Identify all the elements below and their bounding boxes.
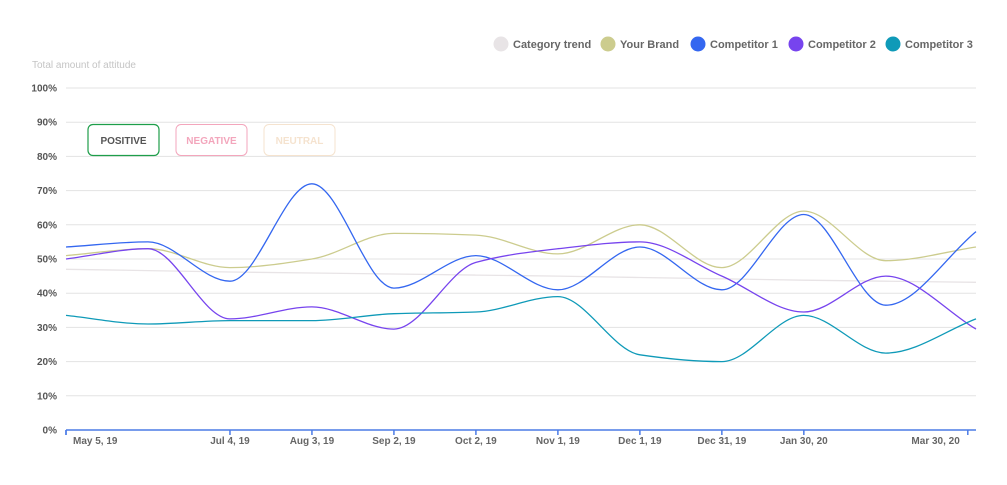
attitude-filters: POSITIVE NEGATIVE NEUTRAL [87, 123, 336, 157]
series-line-category-trend [65, 268, 977, 283]
legend-swatch [493, 36, 509, 52]
filter-label: NEUTRAL [276, 136, 324, 147]
grid-layer [66, 87, 976, 397]
x-tick-label: Dec 1, 19 [618, 436, 662, 447]
legend-swatch [885, 36, 901, 52]
y-axis-title: Total amount of attitude [32, 60, 136, 71]
y-tick-label: 50% [37, 255, 57, 266]
filter-border [263, 124, 336, 156]
legend-label: Competitor 1 [710, 39, 778, 51]
series-line-competitor-3 [65, 295, 977, 363]
y-tick-label: 70% [37, 186, 57, 197]
x-tick-label: Oct 2, 19 [455, 436, 497, 447]
x-tick-label: Mar 30, 20 [911, 436, 960, 447]
legend-item-competitor-1[interactable]: Competitor 1 [690, 36, 778, 52]
legend-label: Competitor 2 [808, 39, 876, 51]
x-tick-label: Nov 1, 19 [536, 436, 580, 447]
legend-swatch [788, 36, 804, 52]
filter-label: NEGATIVE [186, 136, 237, 147]
legend-label: Competitor 3 [905, 39, 973, 51]
y-tick-label: 60% [37, 220, 57, 231]
filter-neutral-button[interactable]: NEUTRAL [263, 124, 336, 156]
y-tick-label: 30% [37, 323, 57, 334]
series-line-competitor-2 [65, 241, 977, 330]
y-tick-label: 0% [43, 426, 58, 437]
y-tick-label: 90% [37, 118, 57, 129]
legend-label: Category trend [513, 39, 591, 51]
legend-item-competitor-3[interactable]: Competitor 3 [885, 36, 973, 52]
x-tick-label: Jul 4, 19 [210, 436, 250, 447]
legend-item-competitor-2[interactable]: Competitor 2 [788, 36, 876, 52]
x-tick-label: May 5, 19 [73, 436, 118, 447]
series-layer [65, 183, 977, 363]
y-tick-label: 40% [37, 289, 57, 300]
legend-swatch [600, 36, 616, 52]
legend-label: Your Brand [620, 39, 679, 51]
x-tick-label: Aug 3, 19 [290, 436, 335, 447]
filter-border [175, 124, 248, 156]
y-tick-label: 10% [37, 391, 57, 402]
filter-label: POSITIVE [100, 136, 146, 147]
legend-item-category-trend[interactable]: Category trend [493, 36, 592, 52]
series-line-your-brand [65, 210, 977, 269]
legend-swatch [690, 36, 706, 52]
legend-item-your-brand[interactable]: Your Brand [600, 36, 680, 52]
axis-layer: 0% 10% 20% 30% 40% 50% 60% 70% 80% 90% 100% May 5, … [31, 84, 976, 447]
legend: Category trend Your Brand Competitor 1 Comp… [493, 36, 973, 52]
y-tick-label: 100% [31, 84, 57, 95]
series-line-competitor-1 [65, 183, 977, 306]
filter-negative-button[interactable]: NEGATIVE [175, 124, 248, 156]
x-tick-label: Jan 30, 20 [780, 436, 828, 447]
y-tick-label: 80% [37, 152, 57, 163]
filter-border [87, 123, 160, 157]
x-tick-label: Sep 2, 19 [372, 436, 416, 447]
y-tick-label: 20% [37, 357, 57, 368]
x-tick-label: Dec 31, 19 [697, 436, 746, 447]
filter-positive-button[interactable]: POSITIVE [87, 123, 160, 157]
